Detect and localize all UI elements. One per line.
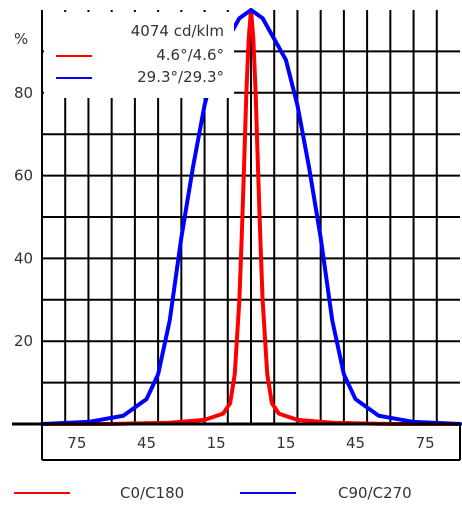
x-tick-label: 45 (346, 434, 365, 452)
x-tick-label: 15 (207, 434, 226, 452)
x-tick-label: 75 (67, 434, 86, 452)
y-tick-label: 40 (14, 249, 33, 267)
y-tick-label: 20 (14, 332, 33, 350)
axis-layer: % 20 40 60 80 75 45 15 15 45 75 (12, 10, 461, 461)
inset-legend-header: 4074 cd/klm (131, 22, 224, 40)
series-layer (40, 8, 462, 426)
footer-legend-label: C0/C180 (120, 484, 184, 502)
inset-legend-label: 29.3°/29.3° (137, 68, 224, 86)
y-tick-label: 60 (14, 167, 33, 185)
footer-legend: C0/C180 C90/C270 (14, 484, 412, 502)
x-tick-label: 75 (416, 434, 435, 452)
series-line-1 (40, 8, 462, 426)
y-axis-unit-label: % (14, 30, 28, 48)
footer-legend-label: C90/C270 (338, 484, 412, 502)
y-tick-label: 80 (14, 84, 33, 102)
inset-legend: 4074 cd/klm 4.6°/4.6° 29.3°/29.3° (44, 12, 234, 98)
x-tick-label: 45 (137, 434, 156, 452)
x-tick-label: 15 (276, 434, 295, 452)
inset-legend-label: 4.6°/4.6° (156, 46, 224, 64)
